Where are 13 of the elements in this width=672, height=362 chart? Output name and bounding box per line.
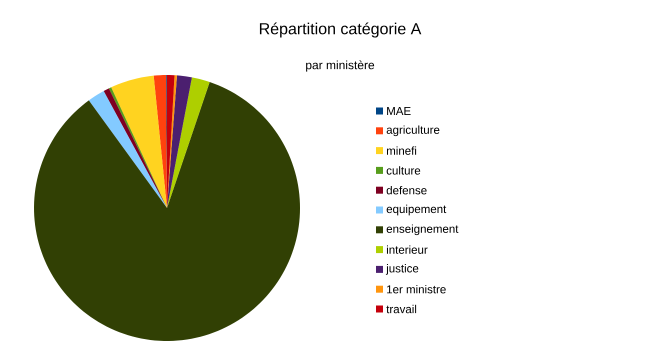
legend-label: justice — [386, 264, 418, 275]
legend-label: 1er ministre — [387, 284, 446, 294]
legend-label: MAE — [387, 107, 411, 115]
legend-label: culture — [386, 166, 420, 175]
legend-label: agriculture — [386, 125, 440, 136]
legend-label: equipement — [386, 204, 446, 216]
legend-label: defense — [386, 186, 427, 194]
legend-label: enseignement — [386, 224, 458, 236]
chart-title: Répartition catégorie A — [260, 22, 422, 38]
legend-label: travail — [386, 304, 416, 314]
chart-subtitle: par ministère — [306, 60, 374, 72]
legend-label: interieur — [386, 245, 428, 254]
legend-label: minefi — [386, 146, 416, 155]
